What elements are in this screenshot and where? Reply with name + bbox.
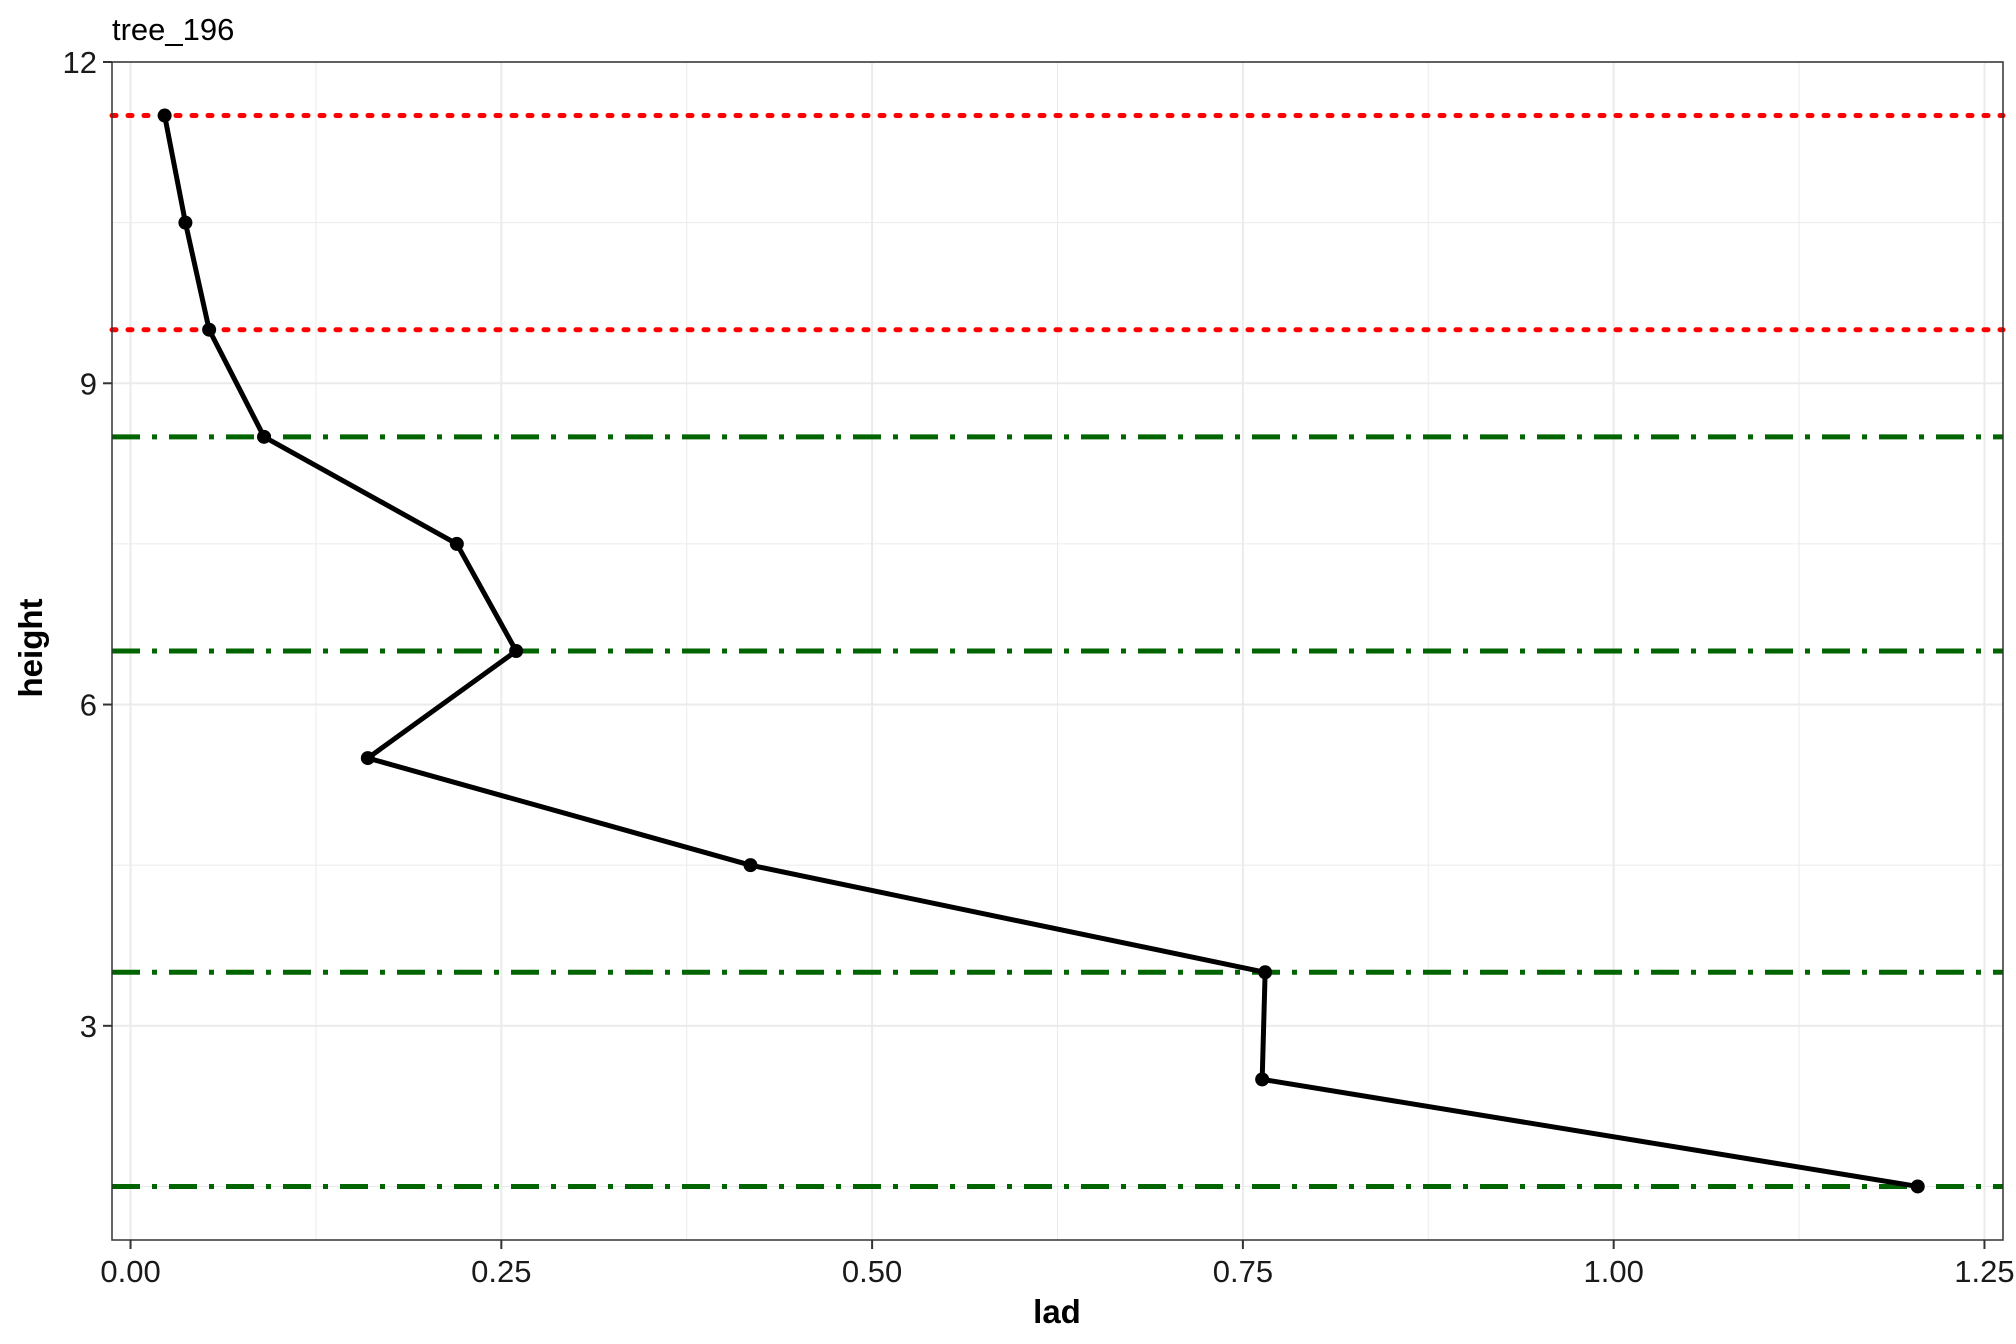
data-point bbox=[1910, 1179, 1925, 1194]
data-point bbox=[743, 858, 758, 873]
chart-title: tree_196 bbox=[112, 12, 234, 47]
y-axis: 3 6 9 12 bbox=[63, 45, 112, 1044]
x-tick-label: 1.00 bbox=[1584, 1254, 1644, 1289]
data-point bbox=[202, 322, 217, 337]
data-point bbox=[360, 751, 375, 766]
y-tick-label: 3 bbox=[80, 1009, 97, 1044]
series-layer bbox=[157, 108, 1925, 1194]
data-point bbox=[449, 536, 464, 551]
y-tick-label: 9 bbox=[80, 366, 97, 401]
data-point bbox=[257, 429, 272, 444]
x-tick-label: 0.75 bbox=[1213, 1254, 1273, 1289]
data-point bbox=[178, 215, 193, 230]
panel-border bbox=[111, 61, 2004, 1241]
x-axis: 0.00 0.25 0.50 0.75 1.00 1.25 bbox=[100, 1240, 2015, 1289]
x-tick-label: 0.00 bbox=[100, 1254, 160, 1289]
x-tick-label: 0.25 bbox=[471, 1254, 531, 1289]
y-tick-label: 6 bbox=[80, 688, 97, 723]
x-tick-label: 1.25 bbox=[1954, 1254, 2014, 1289]
minor-gridlines bbox=[112, 62, 2003, 1240]
x-tick-label: 0.50 bbox=[842, 1254, 902, 1289]
data-point bbox=[509, 644, 524, 658]
y-axis-title: height bbox=[12, 598, 49, 697]
data-point bbox=[1258, 965, 1273, 980]
reference-lines bbox=[109, 113, 2006, 1189]
data-point bbox=[157, 108, 172, 123]
x-axis-title: lad bbox=[1033, 1293, 1081, 1330]
y-tick-label: 12 bbox=[63, 45, 97, 80]
data-point bbox=[1255, 1072, 1270, 1087]
